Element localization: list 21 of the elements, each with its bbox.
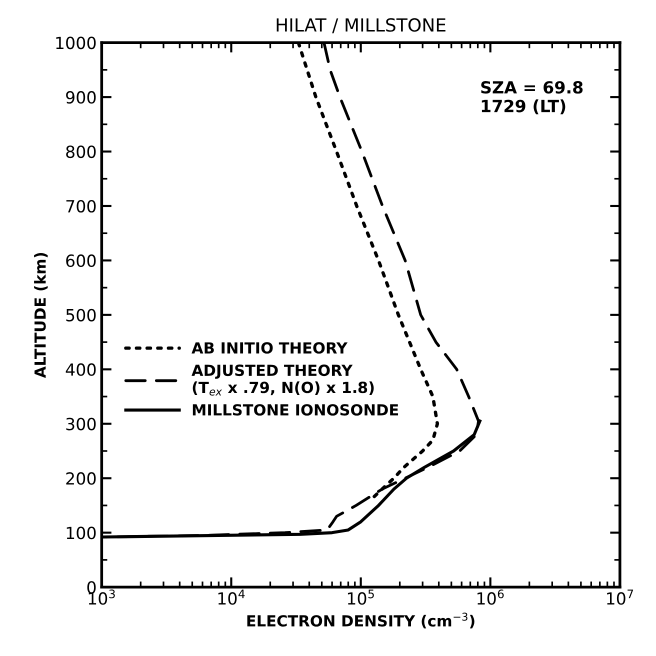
y-tick-label: 500 bbox=[66, 308, 96, 322]
x-tick-label: 10$^{7}$ bbox=[607, 590, 634, 605]
y-tick-label: 700 bbox=[66, 200, 96, 213]
legend-label: MILLSTONE IONOSONDE bbox=[192, 404, 398, 416]
y-tick-label: 100 bbox=[66, 526, 96, 540]
y-tick-label: 800 bbox=[66, 146, 96, 158]
x-tick-label: 10$^{6}$ bbox=[478, 589, 504, 605]
y-tick-label: 900 bbox=[66, 91, 96, 104]
y-tick-label: 400 bbox=[66, 363, 96, 376]
y-tick-label: 600 bbox=[66, 254, 96, 267]
annotation: SZA = 69.8 1729 (LT) bbox=[481, 81, 583, 114]
chart-title: HILAT / MILLSTONE bbox=[276, 18, 446, 34]
y-tick-label: 200 bbox=[66, 472, 96, 485]
legend-label: ADJUSTED THEORY (T$_{ex}$ x .79, N(O) x 1.8) bbox=[192, 364, 374, 396]
y-tick-label: 300 bbox=[66, 418, 96, 430]
x-tick-label: 10$^{5}$ bbox=[348, 590, 374, 605]
x-axis-title: ELECTRON DENSITY (cm$^{−3}$) bbox=[247, 612, 474, 628]
x-tick-label: 10$^{4}$ bbox=[218, 590, 245, 605]
legend-label: AB INITIO THEORY bbox=[192, 342, 348, 354]
y-tick-label: 1000 bbox=[56, 36, 96, 50]
y-axis-title: ALTITUDE (km) bbox=[34, 252, 48, 378]
